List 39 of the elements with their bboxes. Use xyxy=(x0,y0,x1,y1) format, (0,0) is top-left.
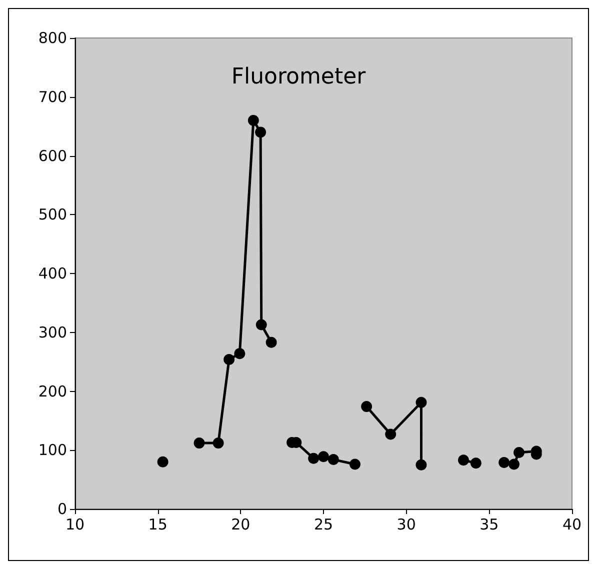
point xyxy=(328,454,339,466)
y-tick-label: 100 xyxy=(38,441,67,460)
point xyxy=(498,456,510,468)
point xyxy=(212,438,224,449)
y-tick-label: 300 xyxy=(38,323,67,342)
point xyxy=(514,446,524,458)
y-tick-label: 700 xyxy=(38,88,67,106)
y-tick-label: 500 xyxy=(38,206,67,224)
point xyxy=(416,459,427,470)
point xyxy=(385,428,396,440)
y-tick-label: 200 xyxy=(38,382,67,400)
point xyxy=(308,452,320,464)
x-tick-label: 40 xyxy=(562,516,582,534)
point xyxy=(255,126,266,138)
point xyxy=(266,336,277,348)
point xyxy=(416,396,427,408)
y-tick-label: 600 xyxy=(38,146,67,165)
point xyxy=(458,454,469,466)
point xyxy=(234,348,246,360)
point xyxy=(318,451,329,462)
point xyxy=(256,319,267,330)
point xyxy=(157,456,168,468)
point xyxy=(194,438,205,449)
x-tick-label: 10 xyxy=(65,516,85,534)
y-tick-label: 800 xyxy=(38,29,67,47)
text: Fluorometer xyxy=(231,64,367,90)
x-tick-label: 30 xyxy=(396,516,416,534)
x-tick-label: 15 xyxy=(148,516,168,534)
y-tick-label: 0 xyxy=(57,500,67,518)
x-tick-label: 35 xyxy=(480,516,499,534)
point xyxy=(224,354,235,365)
point xyxy=(470,458,482,469)
point xyxy=(248,114,259,126)
x-tick-label: 20 xyxy=(231,516,250,534)
point xyxy=(361,401,372,412)
y-tick-label: 400 xyxy=(38,264,67,282)
point xyxy=(349,458,360,470)
point xyxy=(508,458,520,470)
x-tick-label: 25 xyxy=(314,516,334,534)
